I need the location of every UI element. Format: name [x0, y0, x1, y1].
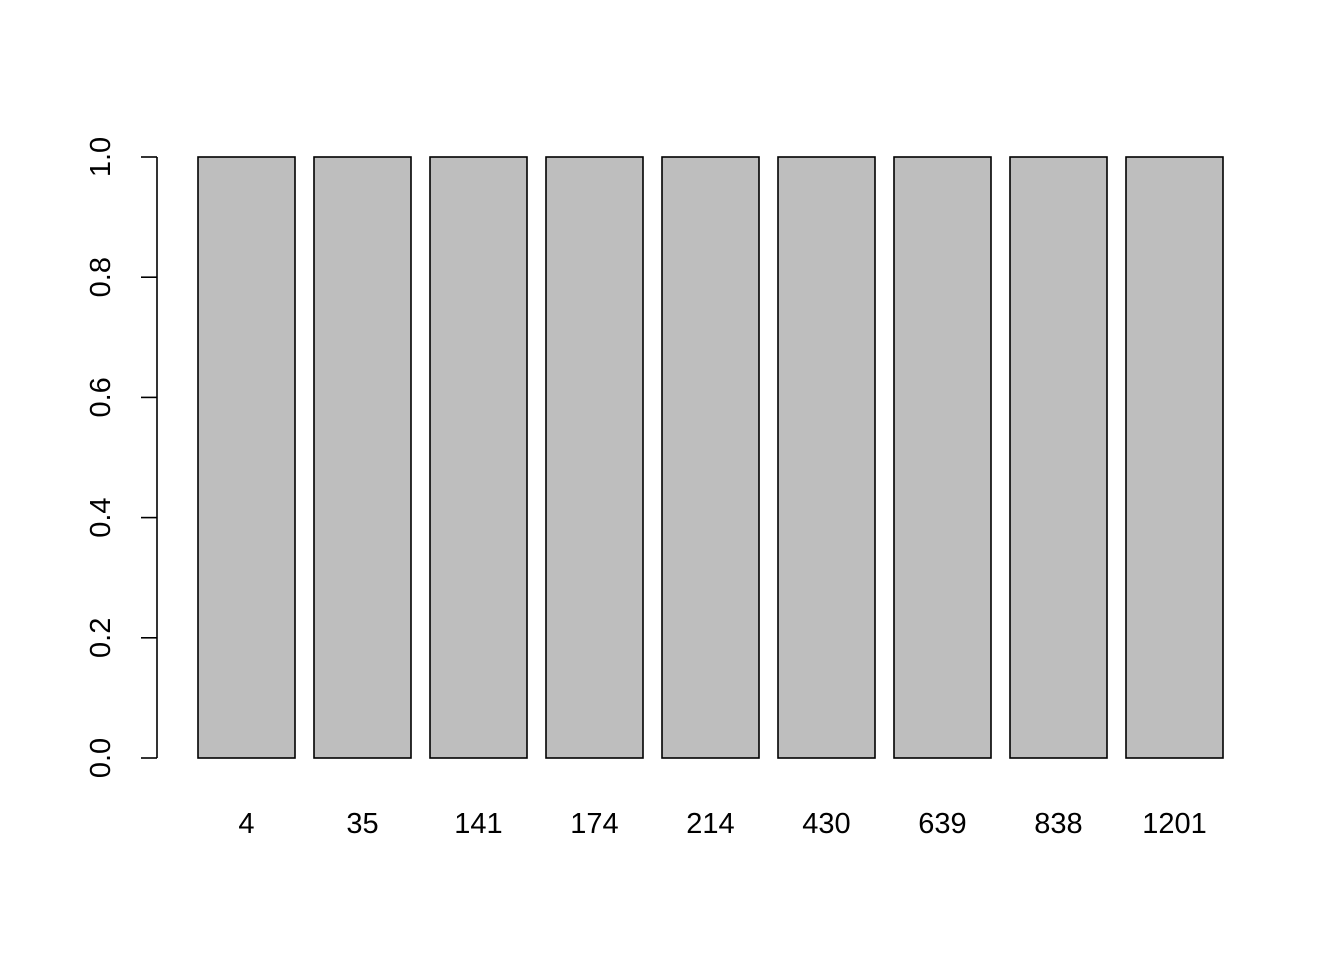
- x-tick-label: 214: [686, 808, 734, 840]
- bar-430: [777, 156, 876, 759]
- bar-141: [429, 156, 528, 759]
- x-tick-label: 639: [918, 808, 966, 840]
- bar-4: [197, 156, 296, 759]
- y-tick-label: 1.0: [85, 137, 117, 177]
- bar-174: [545, 156, 644, 759]
- y-tick-label: 0.0: [85, 738, 117, 778]
- bar-838: [1009, 156, 1108, 759]
- x-tick-label: 4: [238, 808, 254, 840]
- y-tick-label: 0.6: [85, 377, 117, 417]
- x-tick-label: 1201: [1142, 808, 1207, 840]
- bar-35: [313, 156, 412, 759]
- bar-1201: [1125, 156, 1224, 759]
- x-tick-label: 174: [570, 808, 618, 840]
- y-axis: 0.0 0.2 0.4 0.6 0.8 1.0: [85, 137, 158, 778]
- y-tick-label: 0.4: [85, 497, 117, 537]
- bars-group: [197, 156, 1224, 759]
- x-axis-labels: 4 35 141 174 214 430 639 838 1201: [238, 808, 1206, 840]
- x-tick-label: 141: [454, 808, 502, 840]
- bar-214: [661, 156, 760, 759]
- x-tick-label: 430: [802, 808, 850, 840]
- x-tick-label: 35: [346, 808, 378, 840]
- y-tick-label: 0.2: [85, 618, 117, 658]
- x-tick-label: 838: [1034, 808, 1082, 840]
- y-tick-label: 0.8: [85, 257, 117, 297]
- bar-639: [893, 156, 992, 759]
